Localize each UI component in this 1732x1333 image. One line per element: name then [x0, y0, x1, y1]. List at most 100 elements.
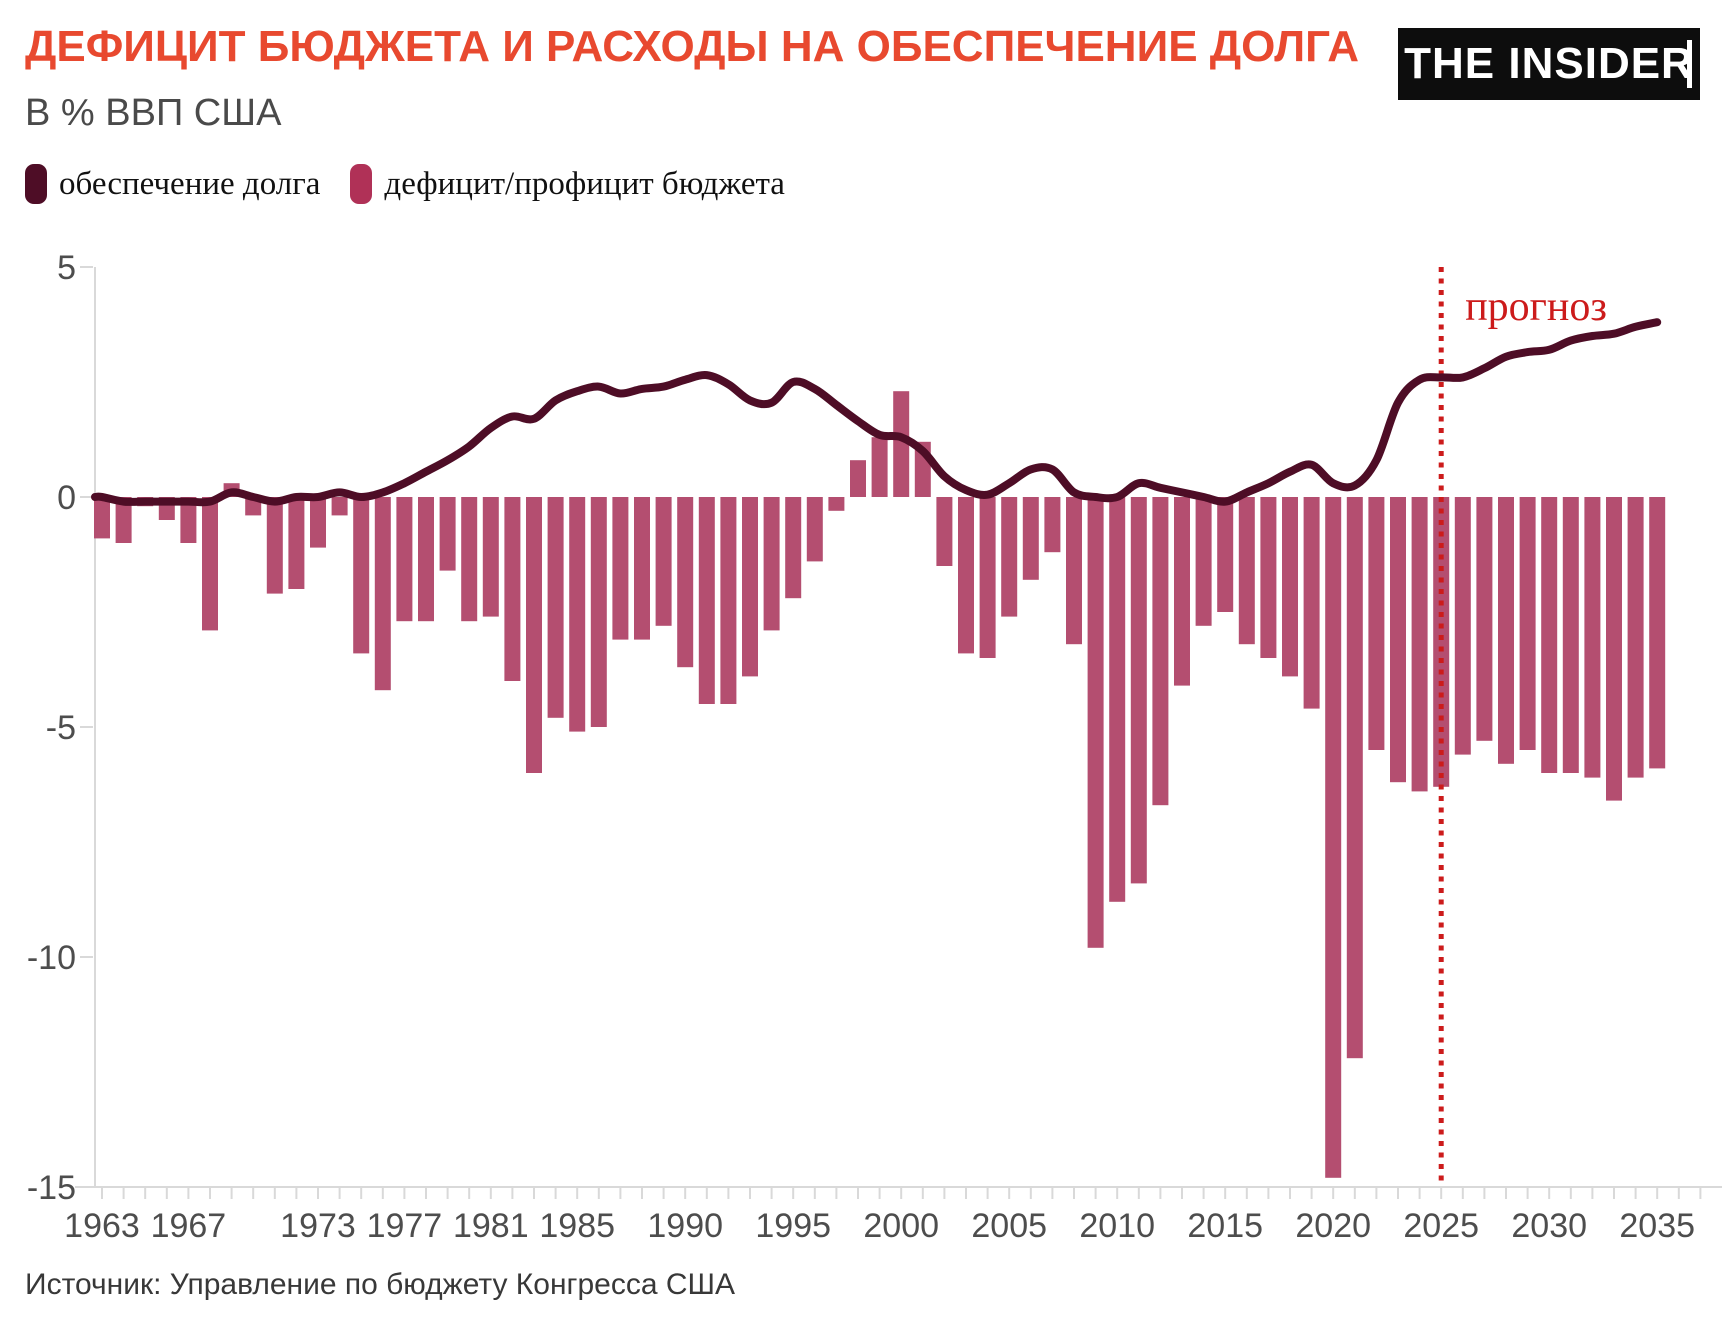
- bar-2029: [1519, 497, 1536, 750]
- bar-1998: [850, 460, 866, 497]
- bar-2020: [1325, 497, 1342, 1178]
- bar-2021: [1346, 497, 1363, 1059]
- bar-1982: [504, 497, 521, 681]
- bar-2017: [1260, 497, 1277, 658]
- y-axis-label: -5: [46, 709, 76, 747]
- bar-1986: [590, 497, 607, 727]
- deficit-swatch: [350, 164, 373, 204]
- bar-1977: [396, 497, 413, 622]
- bar-1963: [94, 497, 110, 539]
- bar-1974: [331, 497, 348, 516]
- bar-1983: [526, 497, 542, 773]
- x-axis-label: 2005: [971, 1207, 1047, 1245]
- legend-label-debt-service: обеспечение долга: [59, 165, 321, 202]
- bar-1995: [785, 497, 802, 599]
- bar-2035: [1649, 497, 1666, 769]
- bar-1993: [742, 497, 758, 677]
- bar-1973: [310, 497, 326, 548]
- y-axis-label: 5: [57, 249, 76, 287]
- bar-2016: [1238, 497, 1255, 645]
- x-axis-label: 1981: [453, 1207, 529, 1245]
- bar-2026: [1454, 497, 1471, 755]
- page-subtitle: В % ВВП США: [25, 92, 282, 134]
- logo-text: THE INSIDER: [1404, 39, 1694, 88]
- debt-service-line: [91, 318, 1662, 507]
- bar-1996: [806, 497, 823, 562]
- bar-2024: [1411, 497, 1428, 792]
- bar-2006: [1022, 497, 1039, 580]
- bar-2015: [1217, 497, 1234, 612]
- chart-legend: обеспечение долга дефицит/профицит бюдже…: [25, 164, 785, 204]
- y-axis-label: -15: [27, 1169, 76, 1207]
- x-axis-label: 2010: [1079, 1207, 1155, 1245]
- x-axis-label: 2015: [1187, 1207, 1263, 1245]
- bar-2012: [1152, 497, 1169, 806]
- bar-2027: [1476, 497, 1493, 741]
- bar-2028: [1498, 497, 1514, 764]
- bar-1964: [115, 497, 132, 543]
- bar-2004: [979, 497, 996, 658]
- debt-service-swatch: [25, 164, 47, 204]
- bar-1967: [180, 497, 197, 543]
- x-axis-label: 2035: [1619, 1207, 1695, 1245]
- x-axis-label: 2025: [1403, 1207, 1479, 1245]
- bar-1979: [439, 497, 456, 571]
- bar-2011: [1130, 497, 1147, 884]
- bar-1978: [418, 497, 434, 622]
- bar-2031: [1562, 497, 1579, 773]
- x-axis-label: 1967: [151, 1207, 227, 1245]
- the-insider-logo: THE INSIDER: [1398, 28, 1700, 100]
- bar-1987: [612, 497, 629, 640]
- bar-2025: [1433, 497, 1450, 787]
- bar-2007: [1044, 497, 1061, 553]
- bar-2018: [1282, 497, 1298, 677]
- bar-1972: [288, 497, 305, 589]
- logo-cursor-bar: [1687, 40, 1692, 88]
- x-axis-label: 1995: [755, 1207, 831, 1245]
- bar-2023: [1390, 497, 1406, 783]
- source-note: Источник: Управление по бюджету Конгресс…: [25, 1268, 736, 1301]
- bar-2032: [1584, 497, 1601, 778]
- forecast-label: прогноз: [1465, 284, 1607, 330]
- x-axis-label: 2030: [1511, 1207, 1587, 1245]
- x-axis-label: 1977: [367, 1207, 443, 1245]
- legend-item-deficit: дефицит/профицит бюджета: [350, 164, 785, 204]
- x-axis-label: 1985: [539, 1207, 615, 1245]
- bar-2034: [1627, 497, 1644, 778]
- bar-1975: [353, 497, 370, 654]
- bar-1981: [482, 497, 499, 617]
- legend-label-deficit: дефицит/профицит бюджета: [384, 165, 785, 202]
- bar-2019: [1303, 497, 1320, 709]
- bar-1999: [871, 437, 888, 497]
- bar-2014: [1195, 497, 1212, 626]
- bar-1984: [547, 497, 564, 718]
- x-axis-label: 1963: [64, 1207, 140, 1245]
- legend-item-debt-service: обеспечение долга: [25, 164, 320, 204]
- bar-2008: [1066, 497, 1082, 645]
- x-axis-label: 2020: [1295, 1207, 1371, 1245]
- bar-2010: [1109, 497, 1126, 902]
- bar-1989: [655, 497, 672, 626]
- bar-2000: [893, 391, 910, 497]
- y-axis-label: -10: [27, 939, 76, 977]
- bar-2009: [1087, 497, 1104, 948]
- bar-1994: [763, 497, 780, 631]
- bar-1980: [461, 497, 478, 622]
- bar-2033: [1606, 497, 1622, 801]
- x-axis-label: 1973: [280, 1207, 356, 1245]
- bar-1968: [202, 497, 218, 631]
- bar-1990: [677, 497, 694, 668]
- bar-1991: [698, 497, 715, 704]
- bar-2005: [1001, 497, 1018, 617]
- y-axis-label: 0: [57, 479, 76, 517]
- bar-1992: [720, 497, 737, 704]
- bar-2002: [936, 497, 953, 566]
- bar-2030: [1541, 497, 1558, 773]
- bar-2022: [1368, 497, 1385, 750]
- page-title: ДЕФИЦИТ БЮДЖЕТА И РАСХОДЫ НА ОБЕСПЕЧЕНИЕ…: [25, 22, 1360, 71]
- bar-1976: [374, 497, 391, 691]
- bar-1997: [828, 497, 845, 511]
- bar-1985: [569, 497, 586, 732]
